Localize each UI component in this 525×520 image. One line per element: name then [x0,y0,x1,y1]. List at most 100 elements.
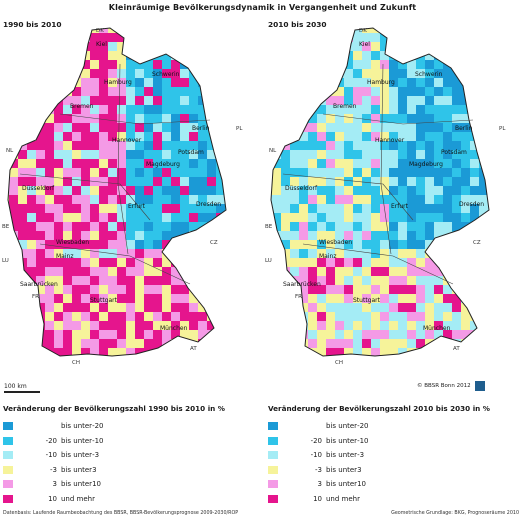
map-region [461,105,471,115]
map-region [180,285,190,295]
map-region [180,303,190,313]
map-region [398,213,408,223]
map-region [461,330,471,340]
map-region [9,303,19,313]
map-region [27,150,37,160]
map-region [198,114,208,124]
city-label: Kiel [96,41,107,48]
map-region [434,249,444,259]
map-region [317,204,327,214]
map-region [171,69,181,79]
map-region [389,339,399,349]
map-region [189,33,199,43]
map-region [72,258,82,268]
map-region [362,132,372,142]
map-region [470,51,480,61]
map-region [54,294,64,304]
map-region [389,177,399,187]
map-region [108,312,118,322]
map-region [36,96,46,106]
map-region [470,357,480,367]
map-region [488,240,489,250]
map-region [144,177,154,187]
map-region [180,123,190,133]
map-region [353,249,363,259]
map-region [198,177,208,187]
map-region [344,339,354,349]
map-region [18,330,28,340]
map-region [335,195,345,205]
map-region [398,222,408,232]
map-region [45,276,55,286]
map-region [362,168,372,178]
map-region [272,249,282,259]
map-region [135,339,145,349]
map-region [198,303,208,313]
map-region [18,132,28,142]
map-region [299,69,309,79]
map-region [126,28,136,34]
map-region [153,330,163,340]
map-region [371,285,381,295]
map-region [308,330,318,340]
map-region [452,195,462,205]
map-region [45,339,55,349]
map-region [272,204,282,214]
city-label: Saarbrücken [20,281,58,288]
map-region [153,285,163,295]
neighbour-country-label: NL [269,148,277,154]
map-region [8,213,10,223]
map-region [271,339,273,349]
map-region [36,240,46,250]
map-region [63,69,73,79]
map-region [434,348,444,356]
legend-item: -20 bis unter -10 [268,434,518,449]
map-region [272,276,282,286]
legend-swatch [3,436,13,445]
map-region [488,78,489,88]
map-region [72,33,82,43]
map-region [126,348,136,356]
map-region [389,159,399,169]
map-region [434,114,444,124]
map-region [470,78,480,88]
map-region [434,150,444,160]
map-region [162,186,172,196]
map-region [488,96,489,106]
map-region [144,339,154,349]
map-region [371,78,381,88]
map-region [81,78,91,88]
map-region [8,69,10,79]
map-region [290,42,300,52]
map-region [443,28,453,34]
map-region [443,195,453,205]
map-region [8,168,10,178]
map-region [225,51,226,61]
map-region [452,231,462,241]
map-region [299,285,309,295]
map-region [326,276,336,286]
map-region [335,150,345,160]
map-region [198,141,208,151]
map-region [27,330,37,340]
map-region [117,177,127,187]
map-region [198,321,208,331]
map-region [135,168,145,178]
map-region [225,78,226,88]
map-region [72,177,82,187]
map-region [63,42,73,52]
map-region [290,159,300,169]
map-region [344,231,354,241]
map-region [36,357,46,367]
map-region [36,132,46,142]
map-region [272,51,282,61]
map-region [45,312,55,322]
map-region [144,168,154,178]
map-region [308,312,318,322]
map-region [207,28,217,34]
map-region [434,303,444,313]
map-region [398,96,408,106]
map-region [198,33,208,43]
map-region [90,168,100,178]
city-label: Bremen [70,103,94,110]
